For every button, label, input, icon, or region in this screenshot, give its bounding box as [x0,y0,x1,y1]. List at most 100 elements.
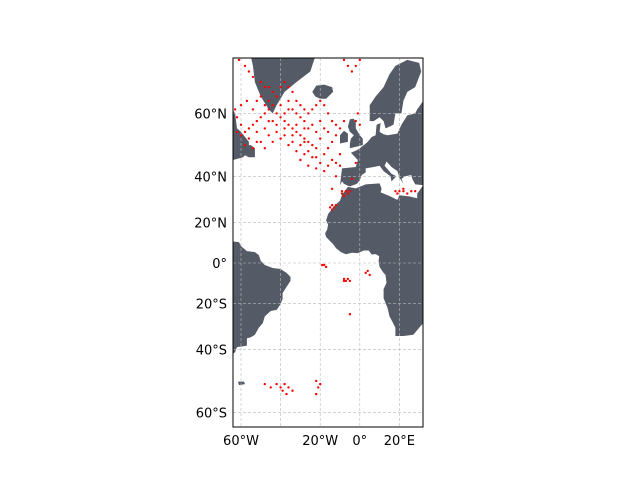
observation-point [303,127,306,130]
observation-point [330,158,334,162]
observation-point [295,130,298,134]
observation-point [359,32,361,34]
observation-point [256,15,258,17]
observation-point [371,6,373,8]
observation-point [237,58,241,62]
observation-point [382,32,384,34]
observation-point [348,279,352,283]
observation-point [319,119,322,123]
observation-point [247,70,251,73]
observation-point [410,24,412,26]
land-africa [325,183,423,336]
observation-point [259,140,262,144]
observation-point [251,108,255,111]
observation-point [281,389,284,392]
observation-point [267,99,270,103]
observation-point [233,108,237,111]
land-south-america [233,241,291,354]
observation-point [287,386,290,389]
observation-point [243,130,247,134]
observation-point [303,140,306,144]
observation-point [315,130,318,134]
observation-point [330,140,334,144]
observation-point [315,104,318,107]
observation-point [338,127,342,130]
observation-point [354,64,357,68]
observation-point [342,279,346,283]
observation-point [334,203,338,207]
lat-tick-label: 20°S [196,297,227,312]
observation-point [368,273,371,277]
observation-point [251,147,255,150]
observation-point [307,164,310,167]
observation-point [307,150,310,153]
observation-point [311,156,314,159]
observation-point [307,112,310,115]
observation-point [398,32,400,34]
observation-point [271,104,274,107]
observation-point [344,279,348,283]
observation-point [326,164,330,167]
land-layer [233,58,423,393]
observation-point [342,194,346,198]
observation-point [354,119,357,123]
observation-point [346,64,350,68]
observation-point [351,46,353,48]
observation-point [404,46,406,48]
land-iceland [312,84,334,99]
observation-point [347,39,349,41]
observation-point [315,167,318,170]
observation-point [287,143,290,147]
lat-tick-label: 40°N [194,170,227,185]
observation-point [283,119,286,123]
observation-point [307,127,310,130]
observation-point [323,153,326,156]
observation-point [271,90,274,94]
observation-point [317,386,320,389]
observation-point [342,119,346,123]
observation-point [291,140,294,144]
observation-point [394,39,396,41]
observation-point [398,190,401,193]
observation-point [250,24,252,26]
observation-point [263,112,266,115]
observation-point [340,190,344,193]
observation-point [259,95,262,98]
observation-point [319,382,322,386]
observation-point [291,108,294,111]
observation-point [367,46,369,48]
observation-point [330,119,334,123]
observation-point [448,288,450,290]
observation-point [267,108,270,111]
observation-point [295,112,298,115]
lat-tick-label: 60°N [194,107,227,122]
observation-point [255,99,258,103]
observation-point [358,58,361,62]
observation-point [247,127,251,130]
observation-point [367,32,369,34]
observation-point [255,119,258,123]
observation-point [246,32,248,34]
observation-point [263,127,266,130]
observation-point [363,24,365,26]
observation-point [450,286,452,288]
observation-point [243,64,247,68]
observation-point [342,277,346,281]
observation-point [323,263,326,267]
observation-point [295,99,298,103]
observation-point [240,46,242,48]
observation-point [410,6,412,8]
observation-point [287,99,290,103]
observation-point [283,112,286,115]
observation-point [303,137,306,140]
lat-tick-label: 60°S [196,407,227,422]
observation-point [235,130,239,134]
observation-point [330,208,334,211]
observation-point [275,123,278,127]
lat-tick-label: 20°N [194,217,227,232]
observation-point [396,192,399,195]
observation-point [267,85,270,89]
observation-point [299,143,302,147]
observation-point [378,24,380,26]
